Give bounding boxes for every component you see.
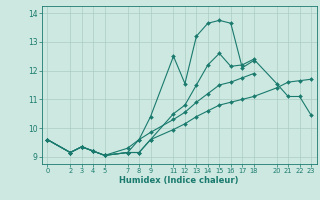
X-axis label: Humidex (Indice chaleur): Humidex (Indice chaleur) (119, 176, 239, 185)
